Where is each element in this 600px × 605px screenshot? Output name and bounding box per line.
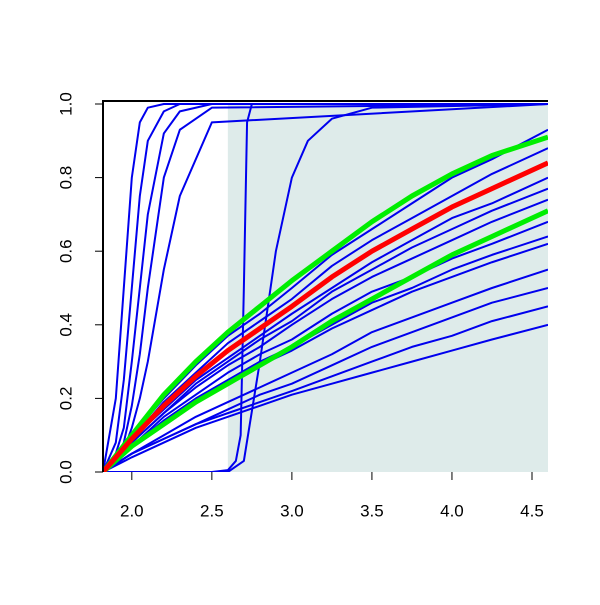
highlight-line [103,160,548,472]
line [103,268,548,472]
line [103,103,548,472]
y-tick-label: 0.2 [56,387,75,411]
line [103,103,548,472]
line [103,176,548,472]
highlight-line [103,208,548,472]
y-tick-label: 0.6 [56,239,75,263]
plot-area [103,103,548,472]
highlight-line [103,134,548,472]
line [103,220,548,472]
y-tick-label: 0.8 [56,166,75,190]
x-tick-label: 4.0 [440,501,464,520]
frame [102,100,548,472]
x-tick-label: 4.5 [520,501,544,520]
line [103,103,548,472]
x-tick-label: 3.0 [280,501,304,520]
y-tick-label: 0.4 [56,313,75,337]
line [103,323,548,472]
x-tick-label: 3.5 [360,501,384,520]
x-tick-label: 2.5 [200,501,224,520]
y-tick-label: 0.0 [56,460,75,484]
line [103,147,548,472]
line [103,198,548,472]
y-tick-label: 1.0 [56,92,75,116]
x-tick-label: 2.0 [120,501,144,520]
line [103,305,548,472]
